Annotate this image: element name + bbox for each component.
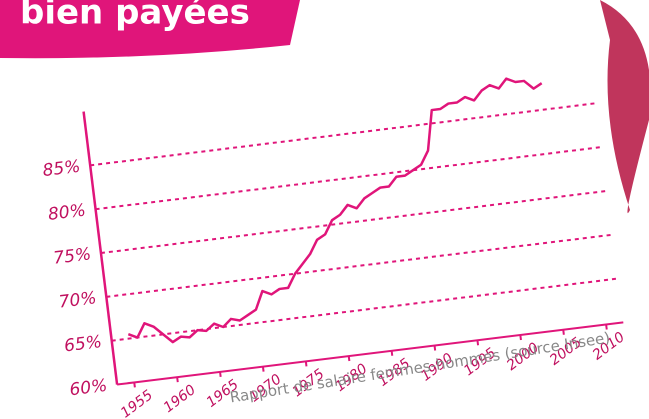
x-tick [306, 361, 307, 366]
chart-title: bien payées [20, 0, 250, 33]
y-tick-label: 70% [58, 288, 98, 312]
grid-line [90, 103, 596, 165]
x-tick-label: 1960 [161, 382, 199, 416]
x-tick [220, 372, 221, 377]
x-tick [177, 377, 178, 382]
y-tick-label: 60% [68, 376, 108, 400]
x-tick [563, 330, 564, 335]
x-tick [477, 340, 478, 345]
x-tick [349, 356, 350, 361]
y-tick-label: 65% [63, 332, 103, 356]
x-tick-label: 1955 [118, 387, 156, 419]
chart: bien payées 60%65%70%75%80%85%1955196019… [0, 0, 649, 419]
y-tick-label: 85% [42, 157, 82, 181]
x-tick [263, 367, 264, 372]
x-tick [392, 351, 393, 356]
y-tick-label: 80% [47, 200, 87, 224]
decoration [600, 0, 649, 213]
y-tick-label: 75% [52, 244, 92, 268]
caption: Rapport de salaire femmes-hommes (source… [229, 329, 612, 407]
x-tick [134, 382, 135, 387]
x-tick [520, 335, 521, 340]
x-tick [435, 346, 436, 351]
